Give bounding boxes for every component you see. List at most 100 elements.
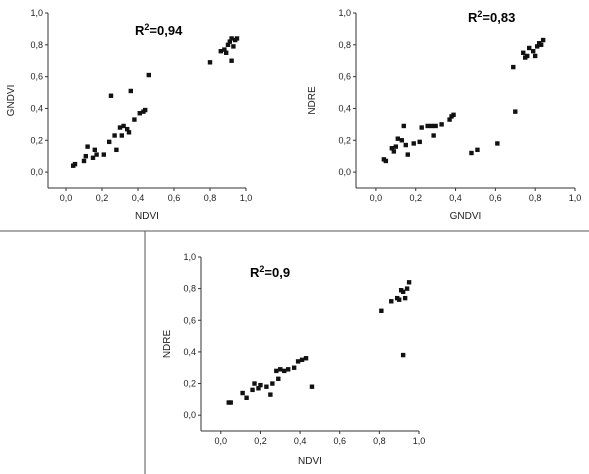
r-squared-annotation: R2=0,9 — [250, 264, 290, 280]
y-tick-label: 0,4 — [338, 103, 351, 113]
y-tick-label: 0,0 — [30, 167, 43, 177]
data-point — [389, 299, 394, 304]
data-point — [439, 122, 444, 127]
data-point — [224, 50, 229, 55]
data-point — [383, 158, 389, 164]
data-point — [425, 123, 430, 129]
data-point — [81, 158, 87, 164]
scatter-chart-2: 0,0 0,2 0,4 0,6 0,8 1,0 0,0 0,2 0,4 0,6 0,8 1,0 GNDV… — [307, 8, 581, 222]
data-point — [538, 42, 544, 48]
x-tick-label: 0,6 — [168, 193, 181, 203]
x-tick-label: 0,6 — [489, 193, 502, 203]
data-point — [405, 152, 410, 157]
y-tick-label: 0,6 — [30, 72, 43, 82]
data-point — [143, 107, 148, 113]
data-point — [218, 48, 223, 54]
data-point — [433, 123, 438, 129]
y-tick-label: 1,0 — [30, 8, 43, 18]
data-point — [227, 39, 232, 44]
scatter-chart-3: 0,0 0,2 0,4 0,6 0,8 1,0 0,0 0,2 0,4 0,6 0,8 1,0 NDVI… — [162, 252, 425, 467]
data-point — [403, 142, 408, 148]
data-point — [258, 382, 263, 388]
data-point — [417, 139, 422, 145]
x-axis-title: NDVI — [298, 456, 322, 467]
data-point — [379, 308, 384, 313]
y-axis-title: GNDVI — [6, 85, 17, 117]
x-tick-label: 0,8 — [204, 193, 217, 203]
data-point — [90, 155, 96, 160]
x-axis-title: NDVI — [135, 211, 159, 222]
data-point — [146, 72, 151, 78]
r-squared-annotation: R2=0,94 — [135, 22, 183, 38]
data-point — [393, 144, 399, 149]
y-tick-label: 0,0 — [183, 410, 196, 420]
x-tick-label: 0,8 — [373, 436, 386, 446]
data-point — [400, 352, 406, 358]
y-tick-label: 0,0 — [338, 167, 351, 177]
scatter-panels: 0,0 0,2 0,4 0,6 0,8 1,0 0,0 0,2 0,4 0,6 0,8 1,0 NDVI… — [6, 8, 581, 467]
y-tick-label: 0,8 — [183, 284, 196, 294]
data-point — [276, 376, 281, 381]
y-tick-label: 1,0 — [183, 252, 196, 262]
data-point — [395, 136, 401, 141]
x-tick-label: 0,4 — [449, 193, 462, 203]
data-point — [282, 368, 287, 374]
x-tick-label: 0,0 — [215, 436, 228, 446]
x-tick-label: 0,4 — [294, 436, 307, 446]
data-point — [389, 146, 395, 151]
data-point — [92, 147, 97, 153]
data-point — [128, 88, 133, 94]
x-tick-label: 0,2 — [409, 193, 422, 203]
data-point — [119, 133, 124, 138]
y-tick-label: 0,4 — [30, 103, 43, 113]
scatter-chart-1: 0,0 0,2 0,4 0,6 0,8 1,0 0,0 0,2 0,4 0,6 0,8 1,0 NDVI… — [6, 8, 252, 222]
data-point — [207, 60, 213, 65]
data-point — [228, 400, 233, 405]
y-tick-label: 0,4 — [183, 347, 196, 357]
y-tick-label: 1,0 — [338, 8, 351, 18]
data-point — [85, 144, 90, 149]
data-point — [475, 147, 480, 153]
data-point — [240, 390, 245, 396]
y-tick-label: 0,6 — [338, 72, 351, 82]
x-tick-label: 0,8 — [529, 193, 542, 203]
data-point — [114, 147, 119, 153]
data-point — [222, 47, 227, 52]
data-point — [511, 64, 516, 70]
x-tick-label: 1,0 — [240, 193, 253, 203]
data-point — [94, 152, 99, 157]
data-point — [108, 93, 114, 98]
x-tick-label: 0,0 — [60, 193, 73, 203]
data-point — [112, 133, 117, 138]
data-point — [121, 123, 126, 129]
data-point — [391, 149, 397, 154]
data-point — [132, 117, 137, 122]
data-point — [303, 356, 309, 361]
data-point — [126, 130, 132, 135]
data-point — [299, 357, 305, 363]
x-tick-label: 0,2 — [96, 193, 109, 203]
data-point — [401, 123, 406, 129]
data-point — [270, 381, 275, 386]
data-point — [532, 53, 538, 59]
y-tick-label: 0,8 — [30, 40, 43, 50]
data-point — [229, 58, 234, 63]
data-point — [234, 36, 240, 41]
data-point — [399, 138, 404, 143]
data-point — [525, 53, 530, 59]
data-point — [295, 359, 301, 364]
data-point — [431, 133, 436, 138]
y-tick-label: 0,2 — [183, 379, 196, 389]
y-tick-label: 0,2 — [338, 135, 351, 145]
data-point — [278, 367, 283, 372]
data-point — [256, 386, 261, 391]
data-point — [225, 42, 231, 48]
data-point — [274, 368, 279, 374]
data-point — [231, 44, 236, 49]
y-tick-label: 0,2 — [30, 135, 43, 145]
x-axis-title: GNDVI — [450, 211, 482, 222]
data-point — [429, 123, 434, 129]
data-point — [406, 280, 412, 285]
data-point — [83, 153, 88, 159]
